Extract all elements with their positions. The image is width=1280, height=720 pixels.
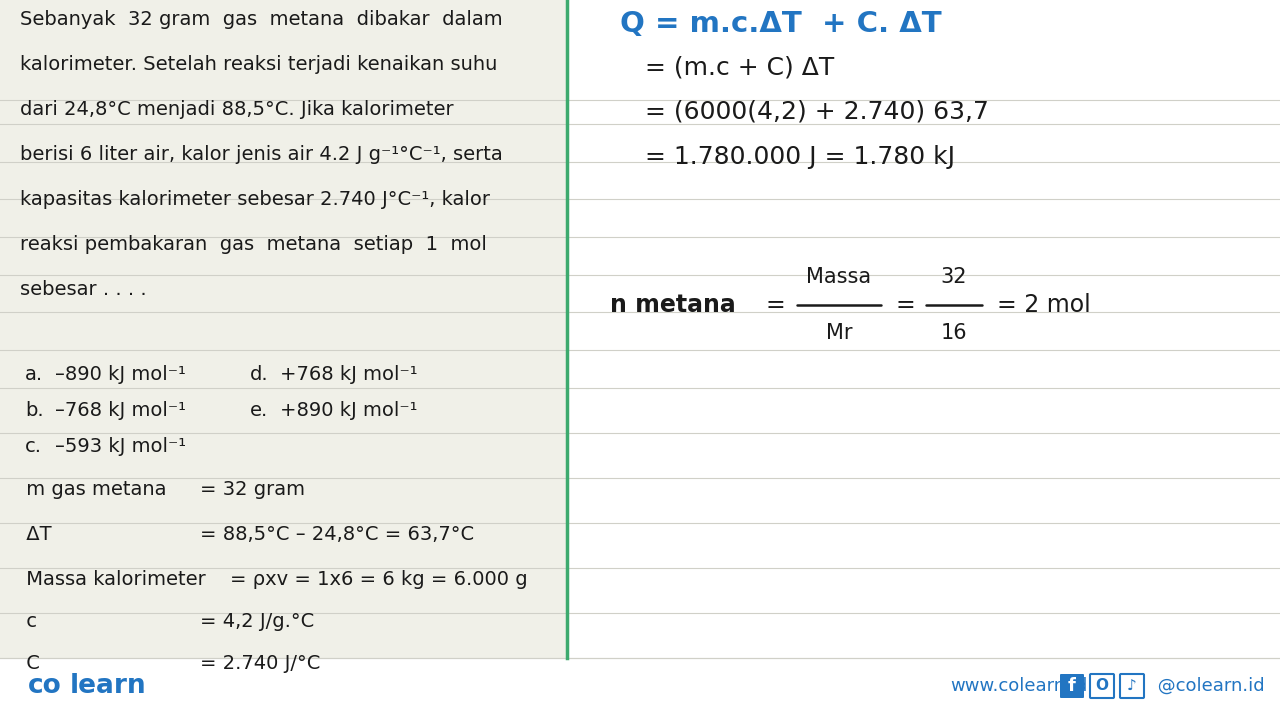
Text: kapasitas kalorimeter sebesar 2.740 J°C⁻¹, kalor: kapasitas kalorimeter sebesar 2.740 J°C⁻…: [20, 190, 490, 209]
FancyBboxPatch shape: [1060, 674, 1084, 698]
Text: co: co: [28, 673, 61, 699]
Text: learn: learn: [70, 673, 147, 699]
Text: m gas metana: m gas metana: [20, 480, 166, 499]
Text: 16: 16: [941, 323, 968, 343]
Text: b.: b.: [26, 401, 44, 420]
Text: e.: e.: [250, 401, 269, 420]
FancyBboxPatch shape: [1091, 674, 1114, 698]
Text: –593 kJ mol⁻¹: –593 kJ mol⁻¹: [55, 437, 186, 456]
Text: Massa kalorimeter: Massa kalorimeter: [20, 570, 206, 589]
Text: f: f: [1068, 677, 1076, 695]
Text: c.: c.: [26, 437, 42, 456]
Text: =: =: [765, 293, 785, 317]
Text: reaksi pembakaran  gas  metana  setiap  1  mol: reaksi pembakaran gas metana setiap 1 mo…: [20, 235, 486, 254]
Text: c: c: [20, 612, 37, 631]
Text: = 88,5°C – 24,8°C = 63,7°C: = 88,5°C – 24,8°C = 63,7°C: [200, 525, 474, 544]
Text: =: =: [896, 293, 915, 317]
Text: = 2.740 J/°C: = 2.740 J/°C: [200, 654, 320, 673]
Text: = 2 mol: = 2 mol: [997, 293, 1091, 317]
Text: dari 24,8°C menjadi 88,5°C. Jika kalorimeter: dari 24,8°C menjadi 88,5°C. Jika kalorim…: [20, 100, 453, 119]
Text: = 1.780.000 J = 1.780 kJ: = 1.780.000 J = 1.780 kJ: [645, 145, 955, 169]
Text: n metana: n metana: [611, 293, 736, 317]
Text: +890 kJ mol⁻¹: +890 kJ mol⁻¹: [280, 401, 417, 420]
FancyBboxPatch shape: [1120, 674, 1144, 698]
Text: = 32 gram: = 32 gram: [200, 480, 305, 499]
Text: kalorimeter. Setelah reaksi terjadi kenaikan suhu: kalorimeter. Setelah reaksi terjadi kena…: [20, 55, 498, 74]
Text: = ρxv = 1x6 = 6 kg = 6.000 g: = ρxv = 1x6 = 6 kg = 6.000 g: [230, 570, 527, 589]
Text: C: C: [20, 654, 40, 673]
Text: = 4,2 J/g.°C: = 4,2 J/g.°C: [200, 612, 315, 631]
Text: O: O: [1096, 678, 1108, 693]
Text: 32: 32: [941, 267, 968, 287]
Text: sebesar . . . .: sebesar . . . .: [20, 280, 147, 299]
Text: d.: d.: [250, 365, 269, 384]
Text: ♪: ♪: [1128, 678, 1137, 693]
Text: –768 kJ mol⁻¹: –768 kJ mol⁻¹: [55, 401, 186, 420]
Text: www.colearn.id: www.colearn.id: [950, 677, 1088, 695]
Text: @colearn.id: @colearn.id: [1152, 677, 1265, 695]
Text: Q = m.c.ΔT  + C. ΔT: Q = m.c.ΔT + C. ΔT: [620, 10, 942, 38]
Text: = (6000(4,2) + 2.740) 63,7: = (6000(4,2) + 2.740) 63,7: [645, 100, 989, 124]
Text: +768 kJ mol⁻¹: +768 kJ mol⁻¹: [280, 365, 417, 384]
Text: –890 kJ mol⁻¹: –890 kJ mol⁻¹: [55, 365, 186, 384]
Text: berisi 6 liter air, kalor jenis air 4.2 J g⁻¹°C⁻¹, serta: berisi 6 liter air, kalor jenis air 4.2 …: [20, 145, 503, 164]
Text: Sebanyak  32 gram  gas  metana  dibakar  dalam: Sebanyak 32 gram gas metana dibakar dala…: [20, 10, 503, 29]
Text: a.: a.: [26, 365, 44, 384]
Text: = (m.c + C) ΔT: = (m.c + C) ΔT: [645, 55, 835, 79]
Text: ΔT: ΔT: [20, 525, 51, 544]
Text: Mr: Mr: [826, 323, 852, 343]
Text: Massa: Massa: [806, 267, 872, 287]
Bar: [0, 0, 566, 658]
